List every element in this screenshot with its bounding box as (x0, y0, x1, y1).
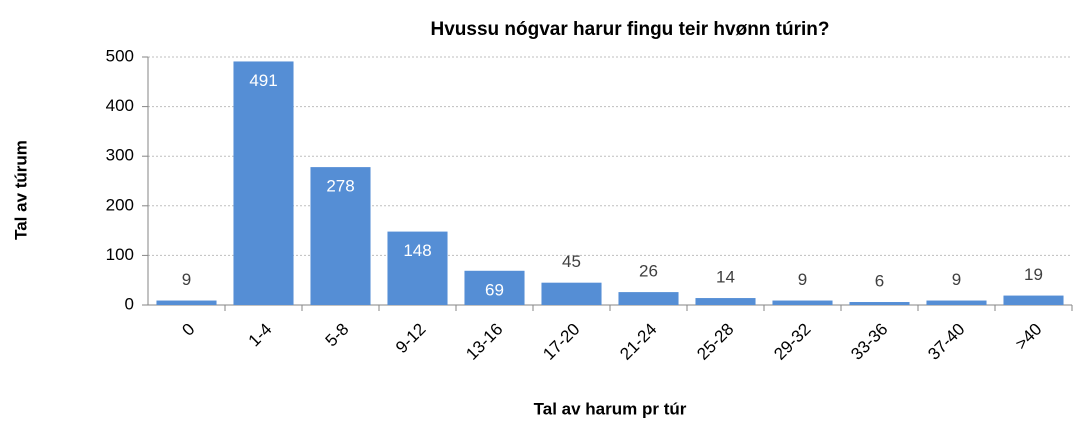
bar (310, 167, 371, 305)
data-label: 148 (403, 241, 431, 260)
chart-title: Hvussu nógvar harur fingu teir hvønn túr… (430, 19, 829, 40)
data-label: 9 (798, 270, 807, 289)
data-label: 6 (875, 272, 884, 291)
x-tick-label: 17-20 (539, 320, 583, 364)
bar (156, 300, 217, 305)
y-tick-label: 300 (106, 146, 134, 165)
x-tick-label: 21-24 (616, 320, 660, 364)
bar (618, 292, 679, 305)
bar (926, 300, 987, 305)
bar (233, 61, 294, 305)
data-label: 9 (952, 270, 961, 289)
y-tick-label: 200 (106, 195, 134, 214)
y-tick-label: 100 (106, 245, 134, 264)
bar (464, 270, 525, 305)
bar (695, 298, 756, 305)
x-tick-label: 13-16 (462, 320, 506, 364)
bar (1003, 295, 1064, 305)
bar (772, 300, 833, 305)
y-axis-title: Tal av túrum (11, 140, 30, 240)
y-tick-label: 500 (106, 46, 134, 65)
data-label: 45 (562, 252, 581, 271)
data-label: 26 (639, 262, 658, 281)
data-label: 9 (182, 270, 191, 289)
bar (541, 282, 602, 305)
x-tick-label: 5-8 (322, 320, 353, 351)
data-label: 19 (1024, 265, 1043, 284)
x-tick-label: 0 (178, 320, 198, 340)
x-tick-label: >40 (1012, 320, 1046, 354)
data-label: 491 (249, 71, 277, 90)
y-tick-label: 400 (106, 96, 134, 115)
x-tick-label: 1-4 (245, 320, 276, 351)
x-tick-label: 29-32 (770, 320, 814, 364)
bar (387, 231, 448, 305)
data-label: 278 (326, 177, 354, 196)
data-label: 69 (485, 280, 504, 299)
x-tick-label: 33-36 (847, 320, 891, 364)
x-tick-label: 25-28 (693, 320, 737, 364)
y-tick-label: 0 (125, 294, 134, 313)
x-tick-label: 37-40 (924, 320, 968, 364)
data-label: 14 (716, 268, 735, 287)
x-tick-label: 9-12 (392, 320, 429, 357)
x-axis-title: Tal av harum pr túr (534, 399, 687, 418)
bar (849, 302, 910, 305)
